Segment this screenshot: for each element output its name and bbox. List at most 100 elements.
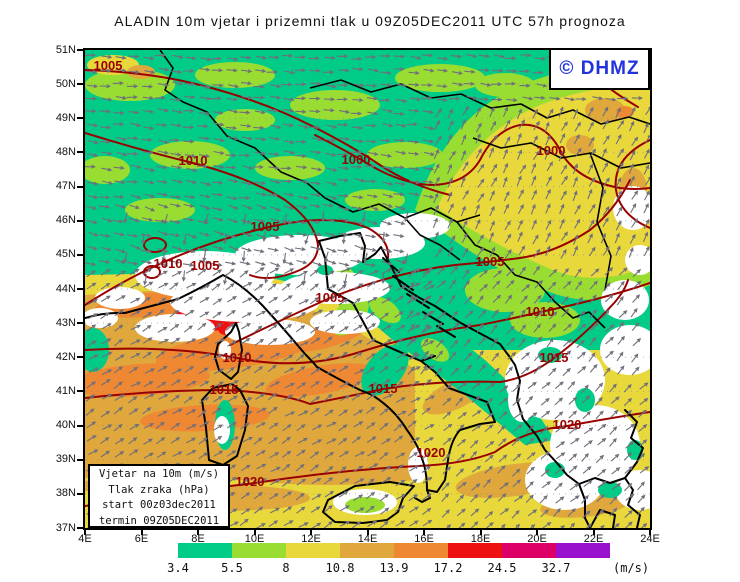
lat-tick-label: 47N bbox=[55, 180, 76, 193]
lat-tick-label: 42N bbox=[55, 350, 76, 363]
legend-tick-label: 8 bbox=[282, 561, 290, 575]
lon-tick-mark bbox=[649, 530, 651, 535]
forecast-info-box: Vjetar na 10m (m/s) Tlak zraka (hPa) start… bbox=[88, 464, 230, 528]
lat-tick-mark bbox=[77, 185, 83, 188]
isobar-labels: 1005 1010 1000 1000 1005 1010 1005 1005 1005 1010… bbox=[94, 58, 582, 489]
lat-tick-label: 46N bbox=[55, 214, 76, 227]
lon-tick-label: 16E bbox=[414, 533, 434, 545]
weather-map: 1005 1010 1000 1000 1005 1010 1005 1005 1005 1010… bbox=[83, 48, 652, 530]
legend-color-segment bbox=[340, 543, 394, 558]
lat-tick-mark bbox=[77, 151, 83, 154]
lat-tick-label: 48N bbox=[55, 145, 76, 158]
info-line: Vjetar na 10m (m/s) bbox=[98, 468, 220, 480]
isobar-label: 1015 bbox=[369, 381, 398, 396]
isobar-label: 1000 bbox=[342, 152, 371, 167]
lon-tick-label: 22E bbox=[583, 533, 604, 545]
wind-arrows-zone bbox=[85, 267, 436, 528]
legend-colorbar bbox=[178, 543, 610, 558]
lon-tick-mark bbox=[253, 530, 256, 535]
legend-tick-label: 3.4 bbox=[167, 561, 189, 575]
lat-tick-label: 50N bbox=[55, 77, 76, 90]
lon-tick-mark bbox=[592, 530, 595, 535]
wind-arrows-zone bbox=[406, 265, 642, 377]
isobar-label: 1020 bbox=[236, 474, 265, 489]
lat-tick-label: 45N bbox=[55, 248, 76, 261]
isobar-contours bbox=[85, 50, 650, 507]
legend-tick-label: 10.8 bbox=[325, 561, 355, 575]
lat-tick-label: 41N bbox=[55, 384, 76, 397]
lon-tick-label: 10E bbox=[244, 533, 265, 545]
legend-color-segment bbox=[556, 543, 610, 558]
info-line: Tlak zraka (hPa) bbox=[108, 483, 210, 496]
lat-tick-mark bbox=[77, 83, 83, 86]
legend-color-segment bbox=[502, 543, 556, 558]
lon-tick-mark bbox=[366, 530, 369, 535]
isobar-label: 1020 bbox=[553, 417, 582, 432]
legend-color-segment bbox=[448, 543, 502, 558]
info-line: termin 09Z05DEC2011 bbox=[98, 514, 220, 527]
isobar-label: 1010 bbox=[223, 350, 252, 365]
lat-tick-label: 37N bbox=[55, 521, 76, 534]
isobar-label: 1015 bbox=[540, 350, 569, 365]
wind-barb-field bbox=[85, 53, 650, 528]
lat-tick-label: 51N bbox=[55, 43, 76, 56]
legend-tick-label: 5.5 bbox=[221, 561, 243, 575]
isobar-label: 1005 bbox=[316, 290, 345, 305]
lon-tick-mark bbox=[197, 530, 199, 535]
lon-tick-mark bbox=[536, 530, 538, 535]
lon-tick-label: 24E bbox=[640, 533, 660, 545]
isobar-label: 1010 bbox=[179, 153, 208, 168]
map-canvas: 1005 1010 1000 1000 1005 1010 1005 1005 1005 1010… bbox=[85, 50, 650, 528]
legend-unit: (m/s) bbox=[613, 561, 650, 575]
wind-arrows-zone bbox=[432, 105, 650, 259]
lat-tick-mark bbox=[77, 288, 83, 290]
isobar-label: 1005 bbox=[251, 219, 280, 234]
lat-tick-label: 38N bbox=[55, 487, 76, 500]
legend-color-segment bbox=[394, 543, 448, 558]
lat-tick-mark bbox=[77, 390, 83, 393]
lat-tick-mark bbox=[77, 492, 83, 495]
wind-arrows-zone bbox=[441, 381, 650, 528]
lat-tick-label: 49N bbox=[55, 111, 76, 124]
lat-tick-label: 43N bbox=[55, 316, 76, 329]
legend-color-segment bbox=[178, 543, 232, 558]
wind-arrows-zone bbox=[123, 211, 409, 286]
wind-arrows-zone bbox=[85, 202, 407, 268]
legend-tick-label: 13.9 bbox=[379, 561, 409, 575]
lon-tick-label: 8E bbox=[191, 533, 205, 545]
dhmz-logo: © DHMZ bbox=[549, 48, 650, 90]
lat-tick-mark bbox=[77, 253, 83, 256]
lat-tick-mark bbox=[77, 219, 83, 222]
legend-tick-label: 24.5 bbox=[487, 561, 517, 575]
lat-tick-mark bbox=[77, 322, 83, 325]
lon-tick-label: 20E bbox=[527, 533, 547, 545]
isobar-label: 1005 bbox=[476, 254, 505, 269]
isobar-label: 1020 bbox=[417, 445, 446, 460]
page-title: ALADIN 10m vjetar i prizemni tlak u 09Z0… bbox=[114, 13, 626, 29]
lat-tick-mark bbox=[77, 356, 83, 359]
lat-tick-mark bbox=[77, 424, 83, 427]
lon-tick-mark bbox=[84, 530, 86, 535]
lon-tick-mark bbox=[479, 530, 482, 535]
lat-tick-label: 39N bbox=[55, 453, 76, 466]
lon-tick-mark bbox=[140, 530, 143, 535]
lon-tick-label: 18E bbox=[470, 533, 491, 545]
lon-tick-label: 4E bbox=[78, 533, 92, 545]
legend-tick-label: 32.7 bbox=[541, 561, 571, 575]
lon-tick-label: 14E bbox=[357, 533, 378, 545]
isobar-label: 1000 bbox=[537, 143, 566, 158]
lon-tick-label: 12E bbox=[301, 533, 321, 545]
lat-tick-mark bbox=[77, 49, 83, 51]
legend-color-segment bbox=[286, 543, 340, 558]
info-line: start 00z03dec2011 bbox=[102, 499, 216, 511]
lat-tick-mark bbox=[77, 458, 83, 461]
lat-tick-mark bbox=[77, 527, 83, 529]
legend-color-segment bbox=[232, 543, 286, 558]
legend-tick-label: 17.2 bbox=[433, 561, 463, 575]
isobar-label: 1010 bbox=[154, 256, 183, 271]
lat-tick-label: 40N bbox=[55, 419, 76, 432]
lon-tick-mark bbox=[423, 530, 425, 535]
isobar-label: 1005 bbox=[94, 58, 123, 73]
lat-tick-mark bbox=[77, 117, 83, 120]
